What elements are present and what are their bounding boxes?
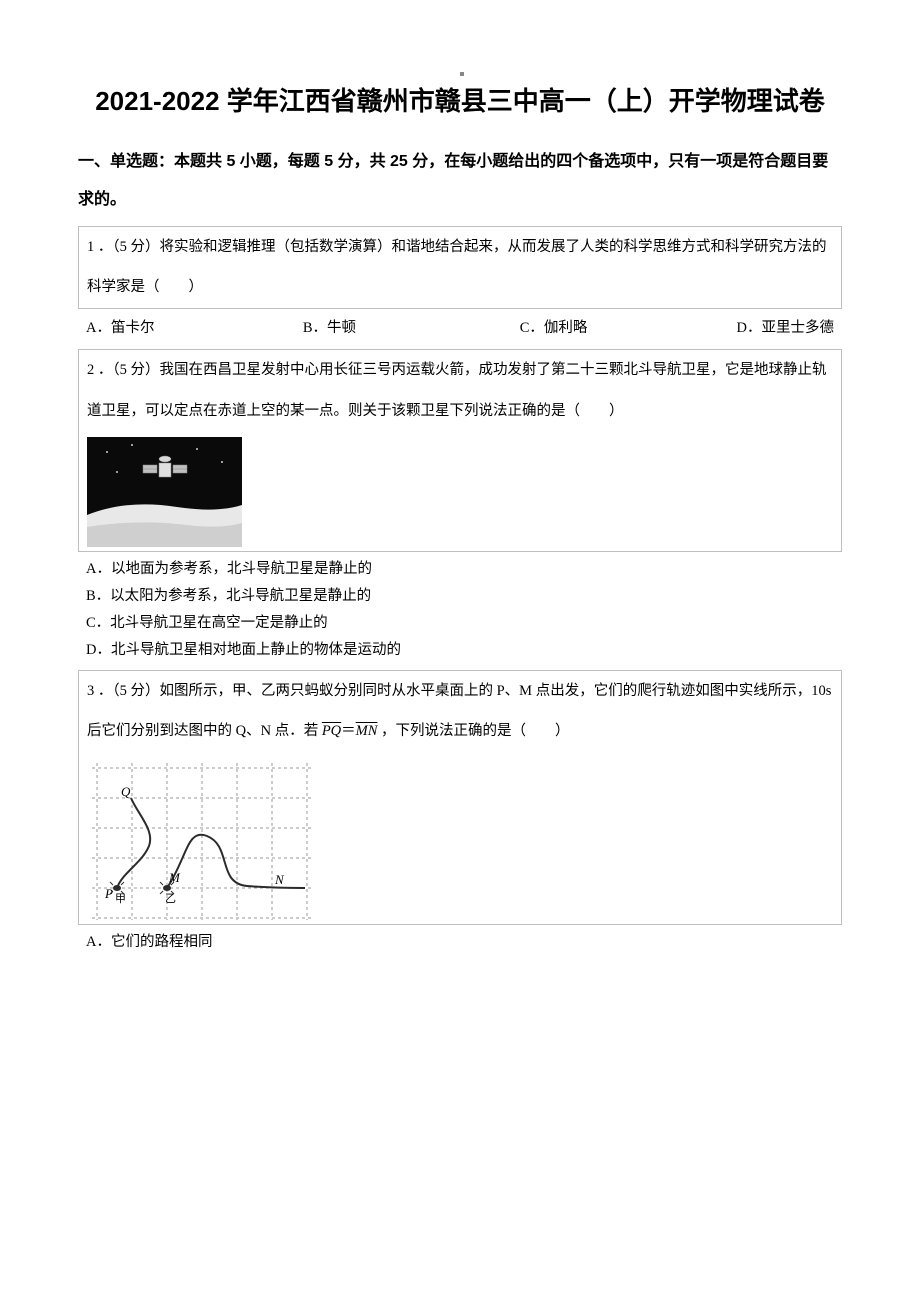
question-2-stem: 2 ．（5 分）我国在西昌卫星发射中心用长征三号丙运载火箭，成功发射了第二十三颗…	[78, 349, 842, 552]
q1-option-c: C．伽利略	[520, 313, 737, 343]
satellite-image	[87, 437, 242, 547]
question-3-options: A．它们的路程相同	[78, 929, 842, 956]
q3-stem-after: ，下列说法正确的是（ ）	[381, 723, 570, 739]
q2-option-a: A．以地面为参考系，北斗导航卫星是静止的	[86, 556, 834, 583]
svg-text:N: N	[274, 872, 285, 887]
q2-option-b: B．以太阳为参考系，北斗导航卫星是静止的	[86, 583, 834, 610]
q2-option-c: C．北斗导航卫星在高空一定是静止的	[86, 610, 834, 637]
ant-path-diagram: Q P 甲 M 乙 N	[87, 758, 317, 922]
q3-text: 3 ．（5 分）如图所示，甲、乙两只蚂蚁分别同时从水平桌面上的 P、M 点出发，…	[87, 671, 833, 753]
page-center-marker	[460, 72, 464, 76]
svg-text:乙: 乙	[165, 892, 176, 905]
question-1-stem: 1 ．（5 分）将实验和逻辑推理（包括数学演算）和谐地结合起来，从而发展了人类的…	[78, 226, 842, 309]
svg-text:P: P	[104, 886, 113, 901]
q1-text: 1 ．（5 分）将实验和逻辑推理（包括数学演算）和谐地结合起来，从而发展了人类的…	[87, 239, 827, 296]
q1-option-a: A．笛卡尔	[86, 313, 303, 343]
question-2-options: A．以地面为参考系，北斗导航卫星是静止的 B．以太阳为参考系，北斗导航卫星是静止…	[78, 556, 842, 663]
svg-text:Q: Q	[121, 784, 131, 799]
q2-option-d: D．北斗导航卫星相对地面上静止的物体是运动的	[86, 637, 834, 664]
question-1-options: A．笛卡尔 B．牛顿 C．伽利略 D．亚里士多德	[78, 313, 842, 343]
eq-sign: ＝	[341, 723, 356, 739]
section-heading: 一、单选题：本题共 5 小题，每题 5 分，共 25 分，在每小题给出的四个备选…	[78, 143, 842, 220]
pq-overline: PQ	[322, 723, 341, 739]
svg-text:甲: 甲	[115, 893, 126, 905]
q1-option-b: B．牛顿	[303, 313, 520, 343]
formula-pq-eq-mn: PQ＝MN	[322, 711, 378, 752]
svg-text:M: M	[168, 870, 181, 885]
question-3-stem: 3 ．（5 分）如图所示，甲、乙两只蚂蚁分别同时从水平桌面上的 P、M 点出发，…	[78, 670, 842, 926]
q3-option-a: A．它们的路程相同	[86, 929, 834, 956]
mn-overline: MN	[356, 723, 378, 739]
q2-text: 2 ．（5 分）我国在西昌卫星发射中心用长征三号丙运载火箭，成功发射了第二十三颗…	[87, 350, 833, 431]
exam-title: 2021-2022 学年江西省赣州市赣县三中高一（上）开学物理试卷	[78, 78, 842, 125]
q1-option-d: D．亚里士多德	[737, 313, 834, 343]
